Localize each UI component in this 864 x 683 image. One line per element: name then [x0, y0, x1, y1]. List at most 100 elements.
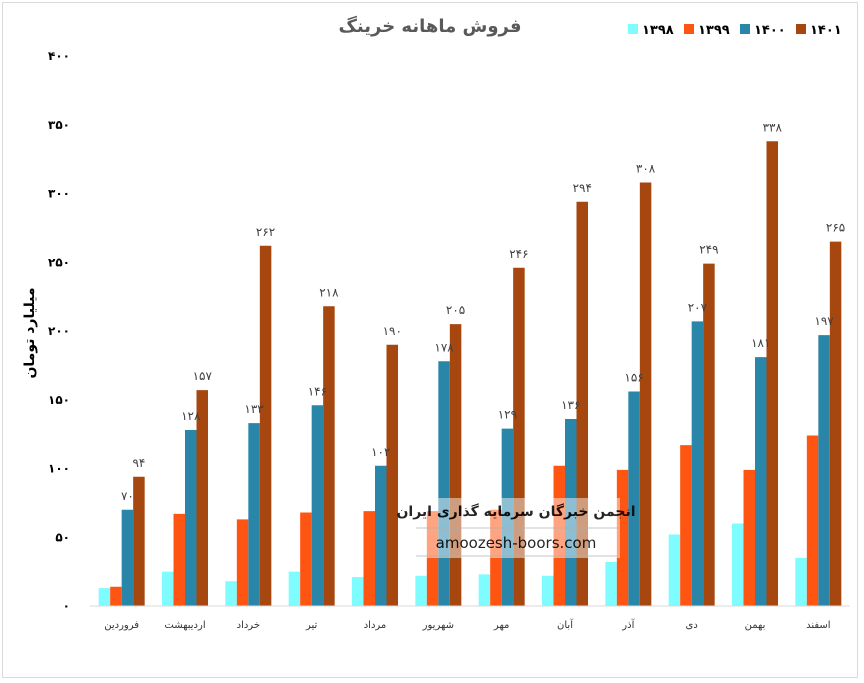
- bar: [795, 557, 807, 606]
- x-tick-label: اسفند: [806, 620, 830, 631]
- bar: [478, 574, 491, 606]
- data-label: ۲۰۷: [688, 300, 708, 314]
- y-tick-label: ۵۰: [55, 530, 70, 544]
- data-labels: ۷۰ ۹۴ ۱۲۸ ۱۵۷ ۱۳۳ ۲۶۲ ۱۴۶ ۲۱۸ ۱۰۲ ۱۹۰ ۱۷۸ ۲۰۵ ۱۲۹ ۲۴۶…: [121, 120, 845, 503]
- x-tick-label: تیر: [305, 620, 318, 631]
- data-label: ۱۸۱: [751, 336, 770, 350]
- bar: [829, 241, 842, 606]
- data-label: ۱۵۶: [624, 371, 643, 385]
- data-label: ۱۷۸: [434, 340, 454, 354]
- x-tick-label: دی: [686, 620, 698, 631]
- data-label: ۱۹۰: [383, 324, 402, 338]
- x-tick-label: بهمن: [745, 620, 766, 631]
- bar: [426, 511, 439, 606]
- bar: [386, 344, 398, 606]
- bars: [98, 141, 842, 606]
- bar: [225, 581, 237, 606]
- bar: [185, 430, 197, 606]
- data-label: ۳۳۸: [763, 120, 783, 134]
- y-tick-label: ۳۵۰: [48, 118, 70, 132]
- data-label: ۲۱۸: [319, 285, 339, 299]
- bar: [691, 321, 704, 606]
- legend-swatch: [796, 24, 806, 34]
- bar: [553, 465, 565, 606]
- y-axis: ۰ ۵۰ ۱۰۰ ۱۵۰ ۲۰۰ ۲۵۰ ۳۰۰ ۳۵۰ ۴۰۰: [48, 49, 70, 613]
- bar: [576, 201, 588, 606]
- bar: [196, 390, 208, 606]
- data-label: ۹۴: [132, 456, 145, 470]
- data-label: ۲۶۵: [826, 221, 845, 235]
- data-label: ۱۴۶: [308, 384, 327, 398]
- x-tick-label: فروردین: [104, 620, 139, 631]
- data-label: ۱۲۸: [181, 409, 201, 423]
- watermark-title: انجمن خبرگان سرمایه گذاری ایران: [396, 503, 635, 520]
- data-label: ۲۴۹: [699, 243, 718, 257]
- data-label: ۲۰۵: [446, 303, 465, 317]
- x-tick-label: مرداد: [364, 620, 387, 631]
- legend-label: ۱۳۹۸: [642, 23, 674, 38]
- y-tick-label: ۱۵۰: [48, 393, 70, 407]
- bar: [352, 577, 364, 606]
- bar: [668, 534, 681, 606]
- bar: [110, 586, 122, 606]
- bar: [121, 509, 134, 606]
- bar: [323, 306, 335, 606]
- watermark-url: amoozesh-boors.com: [436, 534, 597, 552]
- chart-title: فروش ماهانه خرینگ: [338, 15, 521, 37]
- bar: [311, 405, 324, 606]
- data-label: ۱۲۹: [498, 408, 517, 422]
- bar: [490, 509, 502, 606]
- bar: [755, 357, 767, 606]
- bar: [732, 523, 744, 606]
- x-tick-label: شهریور: [422, 620, 454, 631]
- data-label: ۲۶۲: [256, 225, 275, 239]
- data-label: ۱۹۷: [814, 314, 834, 328]
- bar: [513, 267, 525, 606]
- data-label: ۱۳۶: [561, 398, 580, 412]
- data-label: ۲۴۶: [509, 247, 528, 261]
- y-tick-label: ۲۰۰: [48, 324, 70, 338]
- bar: [639, 182, 652, 606]
- bar: [680, 445, 692, 606]
- bar: [375, 465, 387, 606]
- bar: [605, 562, 617, 606]
- bar: [449, 324, 462, 606]
- legend-swatch: [628, 24, 638, 34]
- bar: [415, 575, 427, 606]
- data-label: ۱۰۲: [371, 445, 390, 459]
- bar: [438, 361, 450, 606]
- bar: [542, 575, 554, 606]
- bar: [259, 245, 272, 606]
- y-axis-label: میلیارد تومان: [22, 287, 38, 378]
- bar: [501, 428, 514, 606]
- bar: [766, 141, 778, 606]
- y-tick-label: ۰: [63, 599, 70, 613]
- legend: ۱۳۹۸ ۱۳۹۹ ۱۴۰۰ ۱۴۰۱: [628, 23, 842, 38]
- bar: [818, 335, 830, 606]
- bar: [236, 519, 249, 606]
- watermark: انجمن خبرگان سرمایه گذاری ایران amoozesh…: [396, 498, 636, 558]
- x-tick-label: مهر: [493, 620, 509, 631]
- legend-label: ۱۴۰۰: [754, 23, 786, 38]
- y-tick-label: ۲۵۰: [48, 255, 70, 269]
- bar: [628, 391, 640, 606]
- bar: [363, 511, 375, 606]
- bar: [300, 512, 312, 606]
- x-axis: فروردین اردیبهشت خرداد تیر مرداد شهریور مهر آبا…: [104, 618, 830, 631]
- data-label: ۷۰: [121, 489, 134, 503]
- bar: [703, 263, 715, 606]
- bar: [806, 435, 819, 606]
- bar: [288, 571, 301, 606]
- x-tick-label: اردیبهشت: [164, 620, 205, 631]
- legend-swatch: [740, 24, 750, 34]
- data-label: ۱۵۷: [193, 369, 213, 383]
- y-tick-label: ۴۰۰: [48, 49, 70, 63]
- bar: [565, 419, 577, 606]
- bar: [98, 588, 111, 606]
- bar: [248, 423, 260, 606]
- y-tick-label: ۳۰۰: [48, 187, 70, 201]
- x-tick-label: خرداد: [237, 620, 260, 631]
- y-tick-label: ۱۰۰: [48, 462, 70, 476]
- x-tick-label: آبان: [557, 618, 574, 631]
